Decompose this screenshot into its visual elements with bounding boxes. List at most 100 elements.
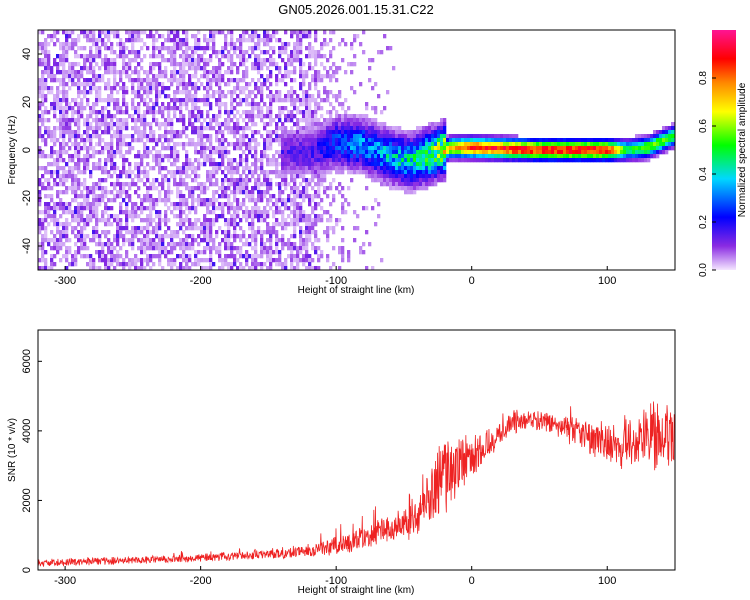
spectrogram-cell — [311, 174, 315, 179]
spectrogram-cell — [203, 190, 207, 195]
spectrogram-cell — [302, 158, 306, 163]
spectrogram-cell — [311, 178, 315, 183]
spectrogram-cell — [86, 102, 90, 107]
spectrogram-cell — [191, 194, 195, 199]
spectrogram-cell — [59, 62, 63, 67]
spectrogram-cell — [272, 50, 276, 55]
spectrogram-cell — [410, 190, 414, 195]
spectrogram-cell — [500, 134, 504, 139]
spectrogram-cell — [128, 194, 132, 199]
spectrogram-cell — [233, 122, 237, 127]
spectrogram-cell — [311, 210, 315, 215]
spectrogram-cell — [80, 138, 84, 143]
spectrogram-cell — [344, 162, 348, 167]
spectrogram-cell — [227, 198, 231, 203]
spectrogram-cell — [314, 142, 318, 147]
spectrogram-cell — [59, 222, 63, 227]
spectrogram-cell — [335, 150, 339, 155]
spectrogram-cell — [56, 222, 60, 227]
spectrogram-cell — [182, 178, 186, 183]
spectrogram-cell — [674, 146, 675, 151]
spectrogram-cell — [254, 166, 258, 171]
spectrogram-cell — [38, 210, 42, 215]
spectrogram-cell — [611, 138, 615, 143]
spectrogram-cell — [407, 162, 411, 167]
spectrogram-cell — [452, 154, 456, 159]
spectrogram-cell — [254, 142, 258, 147]
spectrogram-cell — [305, 130, 309, 135]
spectrogram-cell — [59, 246, 63, 251]
spectrogram-cell — [602, 150, 606, 155]
spectrogram-cell — [113, 154, 117, 159]
spectrogram-cell — [578, 138, 582, 143]
spectrogram-cell — [296, 214, 300, 219]
spectrogram-cell — [410, 166, 414, 171]
spectrogram-cell — [317, 238, 321, 243]
spectrogram-cell — [122, 142, 126, 147]
spectrogram-cell — [464, 146, 468, 151]
spectrogram-cell — [167, 258, 171, 263]
spectrogram-cell — [269, 82, 273, 87]
spectrogram-cell — [119, 182, 123, 187]
spectrogram-cell — [44, 106, 48, 111]
spectrogram-cell — [173, 246, 177, 251]
spectrogram-cell — [506, 138, 510, 143]
spectrogram-cell — [305, 138, 309, 143]
spectrogram-cell — [380, 110, 384, 115]
spectrogram-cell — [476, 158, 480, 163]
spectrogram-cell — [86, 126, 90, 131]
spectrogram-cell — [44, 138, 48, 143]
spectrogram-cell — [293, 210, 297, 215]
spectrogram-cell — [65, 122, 69, 127]
spectrogram-cell — [89, 34, 93, 39]
spectrogram-cell — [161, 34, 165, 39]
spectrogram-cell — [275, 246, 279, 251]
spectrogram-cell — [95, 50, 99, 55]
spectrogram-cell — [392, 174, 396, 179]
spectrogram-cell — [341, 126, 345, 131]
spectrogram-cell — [284, 30, 288, 35]
spectrogram-cell — [104, 186, 108, 191]
spectrogram-cell — [92, 190, 96, 195]
spectrogram-cell — [185, 126, 189, 131]
spectrogram-cell — [305, 190, 309, 195]
spectrogram-cell — [107, 222, 111, 227]
spectrogram-cell — [410, 138, 414, 143]
spectrogram-cell — [113, 170, 117, 175]
spectrogram-cell — [299, 162, 303, 167]
spectrogram-cell — [194, 90, 198, 95]
spectrogram-cell — [344, 138, 348, 143]
spectrogram-cell — [206, 62, 210, 67]
spectrogram-cell — [335, 158, 339, 163]
spectrogram-cell — [173, 202, 177, 207]
spectrogram-cell — [293, 190, 297, 195]
spectrogram-cell — [317, 126, 321, 131]
spectrogram-cell — [320, 254, 324, 259]
spectrogram-cell — [62, 118, 66, 123]
spectrogram-cell — [248, 166, 252, 171]
spectrogram-cell — [143, 86, 147, 91]
spectrogram-cell — [59, 242, 63, 247]
spectrogram-cell — [473, 142, 477, 147]
spectrogram-cell — [233, 90, 237, 95]
spectrogram-cell — [158, 214, 162, 219]
spectrogram-cell — [563, 150, 567, 155]
spectrogram-cell — [134, 138, 138, 143]
spectrogram-cell — [47, 170, 51, 175]
spectrogram-cell — [245, 66, 249, 71]
spectrogram-cell — [56, 174, 60, 179]
spectrogram-cell — [395, 166, 399, 171]
spectrogram-cell — [77, 38, 81, 43]
spectrogram-cell — [62, 190, 66, 195]
spectrogram-cell — [98, 138, 102, 143]
spectrogram-cell — [146, 162, 150, 167]
spectrogram-cell — [125, 74, 129, 79]
spectrogram-cell — [647, 146, 651, 151]
spectrogram-cell — [146, 186, 150, 191]
spectrogram-cell — [212, 194, 216, 199]
spectrogram-cell — [140, 170, 144, 175]
spectrogram-cell — [44, 118, 48, 123]
spectrogram-cell — [413, 166, 417, 171]
spectrogram-cell — [227, 242, 231, 247]
spectrogram-cell — [188, 206, 192, 211]
